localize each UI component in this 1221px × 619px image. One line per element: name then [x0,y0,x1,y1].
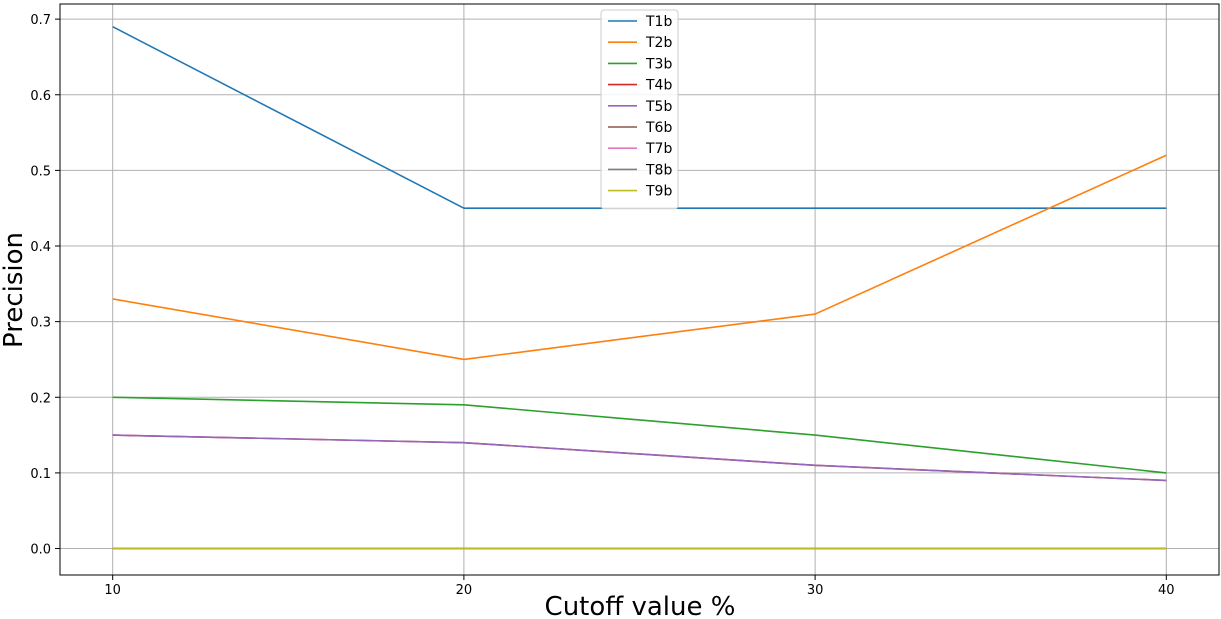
x-tick-label: 40 [1158,583,1175,598]
y-tick-label: 0.2 [30,391,51,406]
legend-label-t9b: T9b [645,184,672,200]
legend-label-t1b: T1b [645,14,672,30]
y-tick-label: 0.1 [30,467,51,482]
tick-layer: 10 20 30 40 0.0 0.1 0.2 0.3 0.4 0.5 0.6 0.7 [30,13,1174,598]
y-tick-label: 0.0 [30,543,51,558]
y-tick-label: 0.6 [30,89,51,104]
series-line-t2b [112,154,1167,361]
legend-label-t3b: T3b [645,56,672,72]
legend-label-t8b: T8b [645,162,672,178]
y-axis-title: Precision [0,232,29,348]
legend-label-t4b: T4b [645,78,672,94]
y-tick-label: 0.4 [30,240,51,255]
legend-label-t6b: T6b [645,120,672,136]
x-tick-label: 20 [456,583,473,598]
x-tick-label: 30 [807,583,824,598]
legend-label-t2b: T2b [645,35,672,51]
plot-frame [59,3,1220,576]
series-line-t3b [112,396,1167,474]
y-tick-label: 0.7 [30,13,51,28]
legend: T1b T2b T3b T4b T5b T6b T7b T8b T9b [600,9,679,210]
legend-label-t7b: T7b [645,141,672,157]
x-axis-title: Cutoff value % [545,592,736,619]
y-tick-label: 0.5 [30,164,51,179]
y-tick-label: 0.3 [30,316,51,331]
legend-label-t5b: T5b [645,99,672,115]
x-tick-label: 10 [104,583,121,598]
legend-box [600,9,679,210]
series-line-t5b [112,434,1167,482]
